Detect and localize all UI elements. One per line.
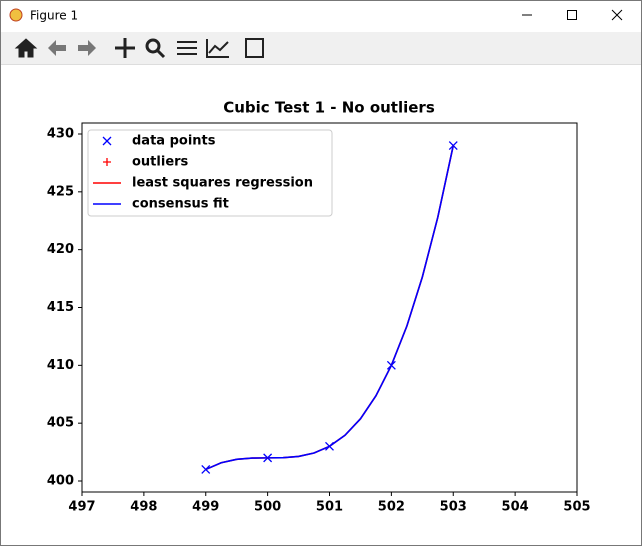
home-button[interactable] — [14, 38, 38, 58]
x-tick-label: 501 — [316, 500, 343, 515]
x-tick-label: 498 — [130, 500, 157, 515]
close-button[interactable] — [611, 9, 623, 21]
legend-label: data points — [132, 134, 216, 149]
data-point — [448, 141, 458, 151]
save-button[interactable] — [245, 38, 264, 58]
x-tick-label: 497 — [68, 500, 95, 515]
y-tick-label: 425 — [47, 184, 74, 199]
x-tick-label: 500 — [254, 500, 281, 515]
legend-box — [87, 129, 333, 217]
configure-button[interactable] — [177, 41, 197, 55]
x-tick-label: 504 — [502, 500, 529, 515]
zoom-button[interactable] — [145, 38, 166, 59]
maximize-button[interactable] — [567, 10, 577, 20]
x-tick-label: 503 — [440, 500, 467, 515]
y-tick-label: 415 — [47, 300, 74, 315]
y-tick-label: 420 — [47, 242, 74, 257]
data-point — [201, 464, 211, 474]
x-tick-label: 505 — [563, 500, 590, 515]
y-tick-label: 410 — [47, 358, 74, 373]
title-bar: Figure 1 — [9, 8, 623, 23]
x-tick-label: 499 — [192, 500, 219, 515]
legend-label: consensus fit — [132, 197, 229, 212]
app-icon — [9, 8, 23, 22]
fit-line — [205, 145, 455, 471]
forward-button[interactable] — [78, 40, 96, 56]
window-title: Figure 1 — [30, 9, 78, 23]
x-tick-label: 502 — [378, 500, 405, 515]
figure: Cubic Test 1 - No outliers 497 498 499 500 5… — [47, 99, 591, 515]
chart-title: Cubic Test 1 - No outliers — [223, 99, 435, 117]
axes-frame — [81, 122, 578, 493]
y-tick-label: 400 — [47, 474, 74, 489]
back-button[interactable] — [48, 40, 66, 56]
legend-label: outliers — [132, 155, 189, 170]
y-tick-label: 430 — [47, 126, 74, 141]
legend-label: least squares regression — [132, 176, 313, 191]
toolbar-icons — [14, 38, 264, 59]
toolbar — [1, 32, 641, 64]
edit-axis-button[interactable] — [206, 39, 229, 58]
pan-button[interactable] — [115, 38, 135, 58]
legend-marker — [102, 136, 112, 146]
y-tick-label: 405 — [47, 416, 74, 431]
legend-marker — [103, 158, 111, 166]
